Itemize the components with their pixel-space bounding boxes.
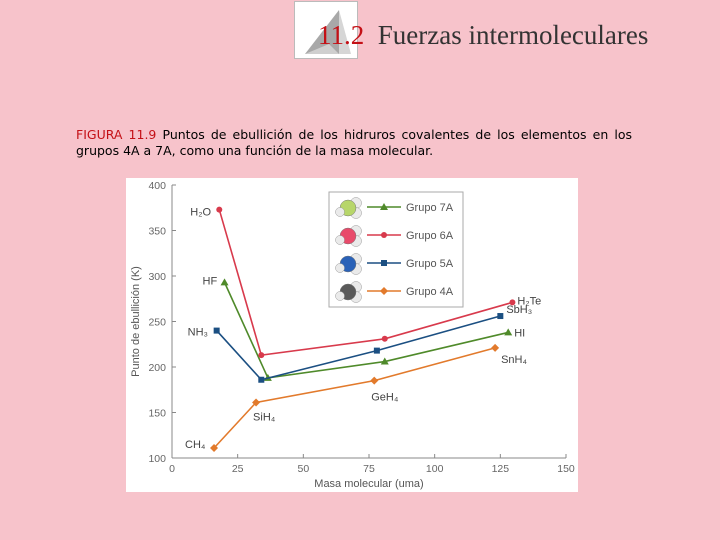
point-label: SiH₄ xyxy=(253,411,276,423)
legend-label: Grupo 4A xyxy=(406,286,454,298)
data-point xyxy=(381,232,387,238)
triangle-logo-icon xyxy=(305,10,351,54)
legend-label: Grupo 6A xyxy=(406,230,454,242)
data-point xyxy=(381,260,387,266)
x-tick-label: 0 xyxy=(169,463,175,475)
y-tick-label: 150 xyxy=(148,408,166,420)
data-point xyxy=(258,352,265,359)
chart-container: 100 150 200 250 300 350 400 0 25 50 75 100 125 150 Mas… xyxy=(126,178,578,492)
point-label: HI xyxy=(514,327,525,339)
x-tick-label: 150 xyxy=(557,463,575,475)
x-tick-label: 125 xyxy=(492,463,510,475)
section-number: 11.2 xyxy=(318,20,365,50)
x-tick-label: 25 xyxy=(232,463,244,475)
data-point xyxy=(370,376,379,385)
data-point xyxy=(380,287,388,295)
molecule-icon xyxy=(335,197,362,219)
point-label: HF xyxy=(203,275,218,287)
figure-caption: FIGURA 11.9 Puntos de ebullición de los … xyxy=(76,127,632,159)
data-point xyxy=(497,313,504,320)
x-tick-label: 50 xyxy=(297,463,309,475)
series-line xyxy=(213,347,496,449)
slide-heading: 11.2 Fuerzas intermoleculares xyxy=(318,20,648,51)
data-point xyxy=(252,398,261,407)
data-point xyxy=(509,299,516,306)
series-line xyxy=(218,209,513,357)
series-line xyxy=(216,315,501,381)
data-point xyxy=(210,443,219,452)
chart-legend: Grupo 7A Grupo 6A Grupo 5A Grupo 4A xyxy=(328,191,464,308)
data-point xyxy=(491,343,500,352)
caption-text: Puntos de ebullición de los hidruros cov… xyxy=(76,127,633,158)
chart-axes: 100 150 200 250 300 350 400 0 25 50 75 100 125 150 Mas… xyxy=(130,180,575,490)
y-tick-label: 350 xyxy=(148,226,166,238)
series-group xyxy=(213,313,504,383)
series-line xyxy=(223,282,509,379)
boiling-point-chart: 100 150 200 250 300 350 400 0 25 50 75 100 125 150 Mas… xyxy=(130,180,575,490)
x-tick-label: 75 xyxy=(363,463,375,475)
y-tick-label: 100 xyxy=(148,453,166,465)
point-label: NH₃ xyxy=(188,327,208,339)
data-point xyxy=(380,203,388,210)
book-logo xyxy=(294,1,358,59)
molecule-icon xyxy=(335,253,362,275)
data-point xyxy=(213,327,220,334)
legend-label: Grupo 5A xyxy=(406,258,454,270)
data-point xyxy=(381,335,388,342)
data-point xyxy=(373,347,380,354)
y-tick-label: 300 xyxy=(148,271,166,283)
data-point xyxy=(216,206,223,213)
chart-point-labels: HF HI H₂O H₂Te NH₃ SbH₃ CH₄ SiH₄ GeH₄ SnH₄ xyxy=(185,207,541,451)
molecule-icon xyxy=(335,281,362,303)
point-label: CH₄ xyxy=(185,439,206,451)
section-title: Fuerzas intermoleculares xyxy=(377,20,649,50)
legend-label: Grupo 7A xyxy=(406,202,454,214)
x-tick-label: 100 xyxy=(426,463,444,475)
x-axis-label: Masa molecular (uma) xyxy=(314,478,423,490)
data-point xyxy=(380,357,389,365)
point-label: GeH₄ xyxy=(371,392,399,404)
point-label: H₂Te xyxy=(517,295,541,307)
data-point xyxy=(504,328,513,336)
y-tick-label: 250 xyxy=(148,317,166,329)
chart-series xyxy=(210,206,516,452)
molecule-icon xyxy=(335,225,362,247)
y-tick-label: 200 xyxy=(148,362,166,374)
data-point xyxy=(220,278,229,286)
y-axis-label: Punto de ebullición (K) xyxy=(130,266,142,377)
point-label: H₂O xyxy=(190,207,211,219)
data-point xyxy=(258,376,265,383)
point-label: SbH₃ xyxy=(506,304,532,316)
series-group xyxy=(216,206,516,359)
y-tick-label: 400 xyxy=(148,180,166,192)
figure-label: FIGURA 11.9 xyxy=(76,127,157,142)
point-label: SnH₄ xyxy=(501,354,527,366)
series-group xyxy=(210,343,500,452)
